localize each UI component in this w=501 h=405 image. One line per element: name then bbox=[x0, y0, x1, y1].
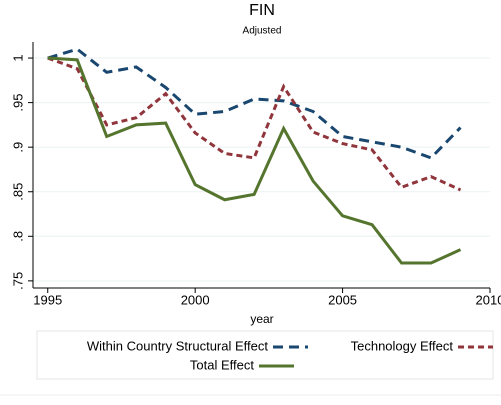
chart-title: FIN bbox=[249, 2, 275, 19]
x-tick-label: 2010 bbox=[476, 292, 501, 307]
series-line bbox=[47, 56, 462, 192]
legend-label: Total Effect bbox=[190, 357, 254, 372]
legend-box bbox=[36, 330, 494, 380]
legend-label: Technology Effect bbox=[351, 338, 454, 353]
x-tick-label: 1995 bbox=[33, 292, 62, 307]
x-tick-label: 2000 bbox=[181, 292, 210, 307]
x-axis-label: year bbox=[250, 312, 273, 326]
y-tick-label: 1 bbox=[10, 54, 25, 61]
x-tick-label: 2005 bbox=[328, 292, 357, 307]
chart-subtitle: Adjusted bbox=[243, 26, 282, 37]
y-tick-label: .85 bbox=[10, 183, 25, 201]
y-tick-label: .9 bbox=[10, 142, 25, 153]
y-tick-label: .75 bbox=[10, 272, 25, 290]
legend-label: Within Country Structural Effect bbox=[87, 338, 268, 353]
y-tick-label: .8 bbox=[10, 231, 25, 242]
series-line bbox=[47, 47, 462, 160]
y-tick-label: .95 bbox=[10, 94, 25, 112]
series-line bbox=[47, 56, 462, 265]
